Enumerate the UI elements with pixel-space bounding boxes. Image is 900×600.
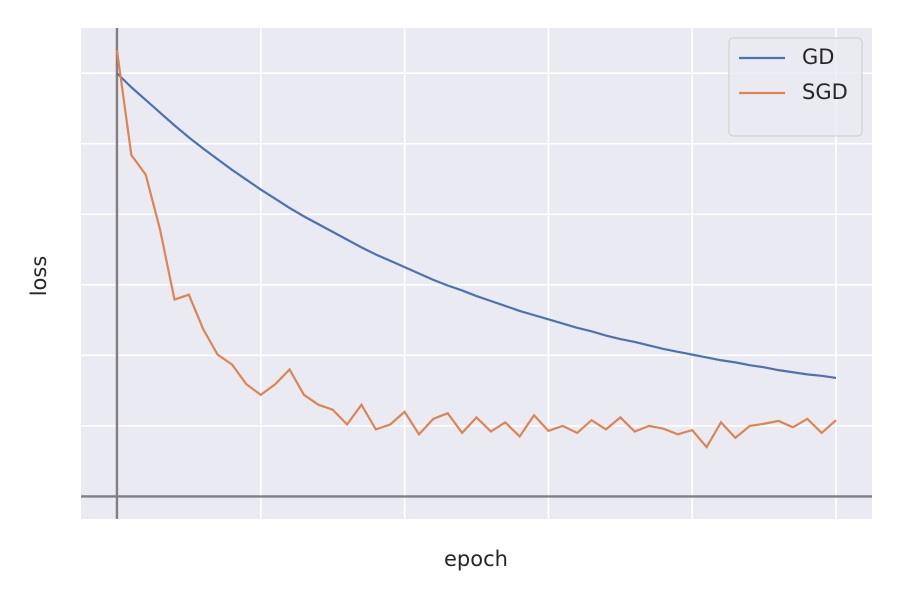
y-axis-label: loss — [27, 256, 51, 297]
legend-box — [728, 37, 863, 137]
series-line — [115, 49, 837, 449]
legend-label: GD — [802, 45, 834, 69]
legend-label: SGD — [802, 80, 848, 104]
x-axis-label: epoch — [444, 547, 508, 571]
series-line — [116, 72, 837, 379]
